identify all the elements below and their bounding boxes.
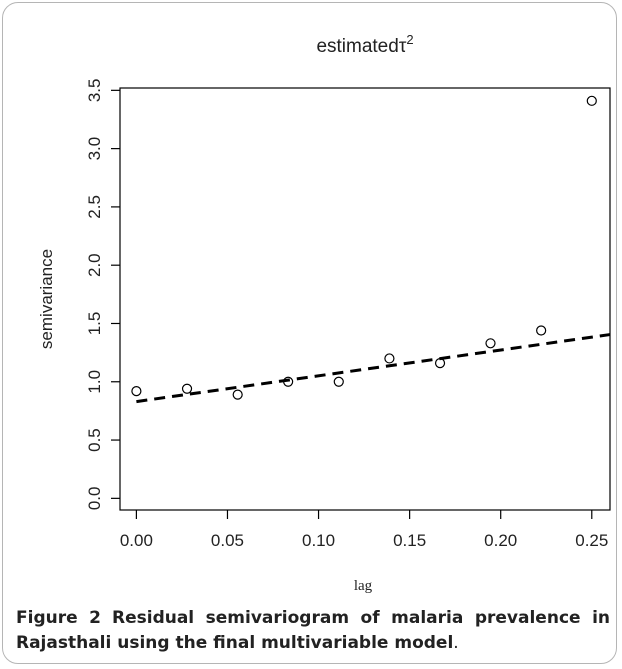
data-point [586,95,597,106]
x-tick-label-1: 0.05 [211,531,244,550]
data-point [384,353,395,364]
x-tick-label-5: 0.25 [575,531,608,550]
data-point [536,325,547,336]
chart-title: estimatedτ2 [316,32,413,57]
plot-border [119,87,611,511]
x-tick-label-4: 0.20 [484,531,517,550]
semivariogram-chart: estimatedτ2 0.00 0.05 0.10 0.15 0.20 0.25 0.0 0.… [37,32,611,594]
y-tick-label-7: 3.5 [85,79,104,103]
y-tick-label-0: 0.0 [85,487,104,511]
data-point [434,358,446,369]
y-tick-label-1: 0.5 [85,428,104,452]
y-tick-label-4: 2.0 [85,253,104,277]
fit-line [136,333,611,404]
x-tick-label-0: 0.00 [120,531,153,550]
x-tick-label-2: 0.10 [302,531,335,550]
figure-caption: Figure 2 Residual semivariogram of malar… [16,606,610,656]
figure-label: Figure 2 [16,608,101,628]
y-tick-label-5: 2.5 [85,195,104,219]
y-tick-label-6: 3.0 [85,137,104,161]
y-tick-label-2: 1.0 [85,370,104,394]
y-axis-label: semivariance [37,249,56,349]
data-point [283,376,294,387]
x-axis-label: lag [354,578,373,594]
caption-text: Residual semivariogram of malaria preval… [16,608,610,653]
data-point [181,383,193,394]
y-tick-label-3: 1.5 [85,312,104,336]
x-tick-label-3: 0.15 [393,531,426,550]
data-point [131,385,142,397]
data-point [232,389,243,400]
figure-frame [2,2,617,664]
caption-period: . [453,633,459,653]
data-point [333,376,344,387]
data-point [485,338,496,349]
